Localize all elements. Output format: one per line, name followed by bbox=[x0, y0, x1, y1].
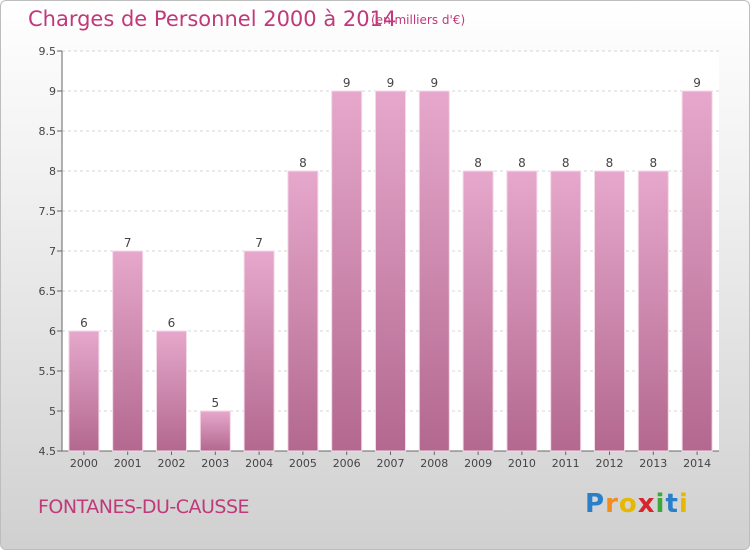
bar-2011 bbox=[550, 170, 582, 452]
logo-letter: t bbox=[665, 489, 679, 519]
logo-letter: i bbox=[678, 489, 689, 519]
data-label: 8 bbox=[518, 156, 526, 170]
data-label: 9 bbox=[430, 76, 438, 90]
x-tick-label: 2006 bbox=[333, 457, 361, 470]
x-tick-label: 2008 bbox=[420, 457, 448, 470]
x-tick-label: 2002 bbox=[158, 457, 186, 470]
data-label: 8 bbox=[606, 156, 614, 170]
bar-2002 bbox=[156, 330, 187, 452]
bar-2012 bbox=[594, 170, 625, 452]
x-tick-label: 2011 bbox=[552, 457, 580, 470]
logo-letter: r bbox=[605, 489, 619, 519]
logo-letter: o bbox=[618, 489, 638, 519]
x-tick-label: 2014 bbox=[683, 457, 711, 470]
bar-2013 bbox=[637, 170, 669, 452]
data-label: 8 bbox=[562, 156, 570, 170]
bar-2014 bbox=[681, 90, 713, 452]
logo-letter: P bbox=[585, 489, 606, 519]
proxiti-logo: Proxiti bbox=[585, 489, 689, 519]
data-label: 5 bbox=[211, 396, 219, 410]
data-label: 7 bbox=[255, 236, 263, 250]
y-tick-label: 9 bbox=[49, 85, 56, 98]
chart-title: Charges de Personnel 2000 à 2014 bbox=[28, 7, 397, 31]
bar-2005 bbox=[287, 170, 319, 452]
y-tick-label: 6.5 bbox=[39, 285, 57, 298]
y-tick-label: 7 bbox=[49, 245, 56, 258]
x-tick-label: 2010 bbox=[508, 457, 536, 470]
logo-letter: i bbox=[655, 489, 666, 519]
y-tick-label: 5.5 bbox=[39, 365, 57, 378]
data-label: 6 bbox=[168, 316, 176, 330]
y-tick-label: 5 bbox=[49, 405, 56, 418]
y-tick-label: 4.5 bbox=[39, 445, 57, 458]
x-tick-label: 2003 bbox=[201, 457, 229, 470]
y-tick-label: 7.5 bbox=[39, 205, 57, 218]
bar-2006 bbox=[331, 90, 363, 452]
data-label: 8 bbox=[299, 156, 307, 170]
data-label: 7 bbox=[124, 236, 132, 250]
bar-2007 bbox=[375, 90, 406, 452]
x-tick-label: 2007 bbox=[377, 457, 405, 470]
bar-2000 bbox=[68, 330, 100, 452]
bar-2009 bbox=[462, 170, 494, 452]
data-label: 9 bbox=[387, 76, 395, 90]
commune-name: FONTANES-DU-CAUSSE bbox=[38, 496, 250, 518]
data-label: 8 bbox=[474, 156, 482, 170]
x-tick-label: 2000 bbox=[70, 457, 98, 470]
y-tick-label: 8.5 bbox=[39, 125, 57, 138]
y-tick-label: 9.5 bbox=[39, 45, 57, 58]
data-label: 8 bbox=[649, 156, 657, 170]
bar-2001 bbox=[112, 250, 144, 452]
logo-letter: x bbox=[637, 489, 656, 519]
bar-2008 bbox=[418, 90, 450, 452]
x-tick-label: 2005 bbox=[289, 457, 317, 470]
y-tick-label: 8 bbox=[49, 165, 56, 178]
x-tick-label: 2009 bbox=[464, 457, 492, 470]
bar-2010 bbox=[506, 170, 538, 452]
y-tick-label: 6 bbox=[49, 325, 56, 338]
x-tick-label: 2013 bbox=[639, 457, 667, 470]
x-tick-label: 2004 bbox=[245, 457, 273, 470]
x-tick-label: 2001 bbox=[114, 457, 142, 470]
bar-2004 bbox=[243, 250, 275, 452]
data-label: 9 bbox=[693, 76, 701, 90]
data-label: 6 bbox=[80, 316, 88, 330]
x-tick-label: 2012 bbox=[596, 457, 624, 470]
bar-2003 bbox=[199, 410, 231, 452]
data-label: 9 bbox=[343, 76, 351, 90]
chart-subtitle: (en milliers d'€) bbox=[371, 13, 466, 27]
